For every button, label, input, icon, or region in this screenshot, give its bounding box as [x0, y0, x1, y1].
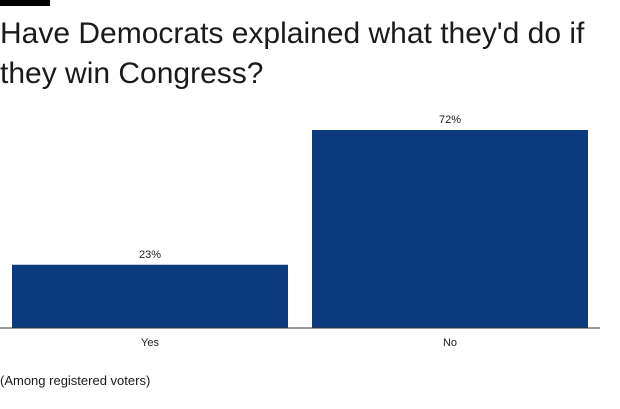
header-accent-bar: [0, 0, 50, 6]
chart-footnote: (Among registered voters): [0, 373, 151, 388]
category-label-no: No: [443, 337, 457, 349]
category-label-yes: Yes: [141, 337, 159, 349]
bar-yes: [12, 264, 288, 328]
bar-no: [312, 130, 588, 328]
bars-group: [12, 130, 588, 328]
chart-title: Have Democrats explained what they'd do …: [0, 17, 585, 90]
value-label-no: 72%: [439, 114, 461, 126]
value-label-yes: 23%: [139, 249, 161, 261]
labels-group: 23% Yes 72% No: [139, 114, 461, 349]
